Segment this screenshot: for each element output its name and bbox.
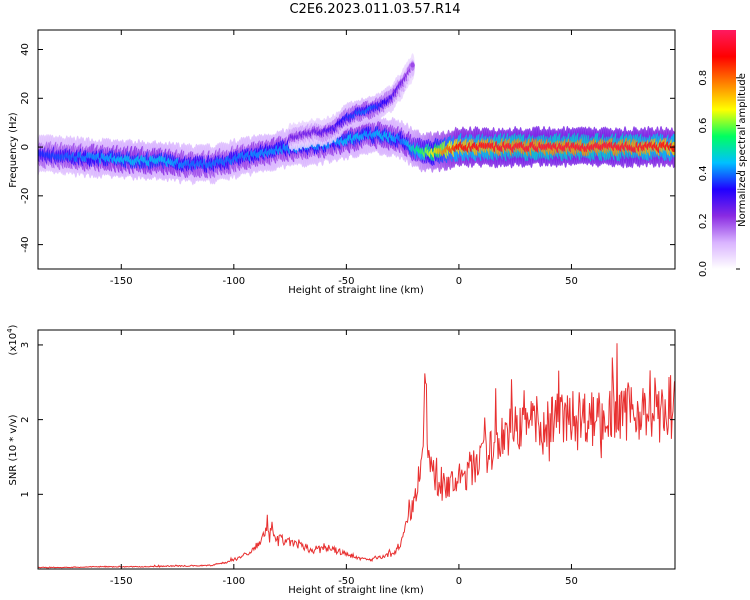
colorbar: 0.0 0.2 0.4 0.6 0.8 Normalized spectral ampl… [698,30,748,277]
snr-x-ticks: -150 -100 -50 0 50 [110,330,578,587]
y-tick-label: -20 [20,188,31,204]
spectrogram-y-ticks: -40 -20 0 20 40 [20,43,675,253]
colorbar-tick-label: 0.4 [698,165,709,181]
x-tick-label: 0 [456,276,462,287]
snr-plot-area [38,330,675,569]
snr-series-line [38,343,675,569]
x-tick-label: -150 [110,576,133,587]
x-tick-label: -100 [222,276,245,287]
snr-y-unit-label: (x104) [6,324,19,355]
colorbar-tick-label: 0.6 [698,118,709,134]
colorbar-gradient [712,30,736,269]
colorbar-ticks: 0.0 0.2 0.4 0.6 0.8 [698,70,740,277]
x-tick-label: -50 [338,276,354,287]
spectrogram-x-axis-label: Height of straight line (km) [288,285,424,296]
snr-y-ticks: 1 2 3 [20,342,675,498]
spectrogram-heatmap [38,53,675,186]
y-tick-label: 1 [20,491,31,497]
y-tick-label: 2 [20,416,31,422]
colorbar-tick-label: 0.8 [698,70,709,86]
x-tick-label: 0 [456,576,462,587]
y-tick-label: 3 [20,342,31,348]
x-tick-label: -50 [338,576,354,587]
spectrogram-frame [37,29,676,270]
x-tick-label: 50 [565,276,578,287]
y-tick-label: 0 [20,144,31,150]
snr-panel: -150 -100 -50 0 50 1 2 3 Height of straight li… [6,324,676,596]
colorbar-label: Normalized spectral amplitude [737,73,748,227]
x-tick-label: -150 [110,276,133,287]
spectrogram-x-ticks: -150 -100 -50 0 50 [110,30,578,287]
colorbar-tick-label: 0.0 [698,261,709,277]
snr-frame [37,329,676,570]
figure-title: C2E6.2023.011.03.57.R14 [289,2,461,17]
snr-y-axis-label: SNR (10 * v/v) [8,414,19,485]
y-tick-label: -40 [20,236,31,252]
y-tick-label: 40 [20,43,31,56]
spectrogram-y-axis-label: Frequency (Hz) [8,112,19,188]
spectrogram-panel: -150 -100 -50 0 50 -40 -20 0 20 40 Height of str… [8,29,676,296]
snr-x-axis-label: Height of straight line (km) [288,585,424,596]
x-tick-label: 50 [565,576,578,587]
y-tick-label: 20 [20,92,31,105]
colorbar-tick-label: 0.2 [698,213,709,229]
spectrogram-branch-cell [410,62,415,68]
x-tick-label: -100 [222,576,245,587]
